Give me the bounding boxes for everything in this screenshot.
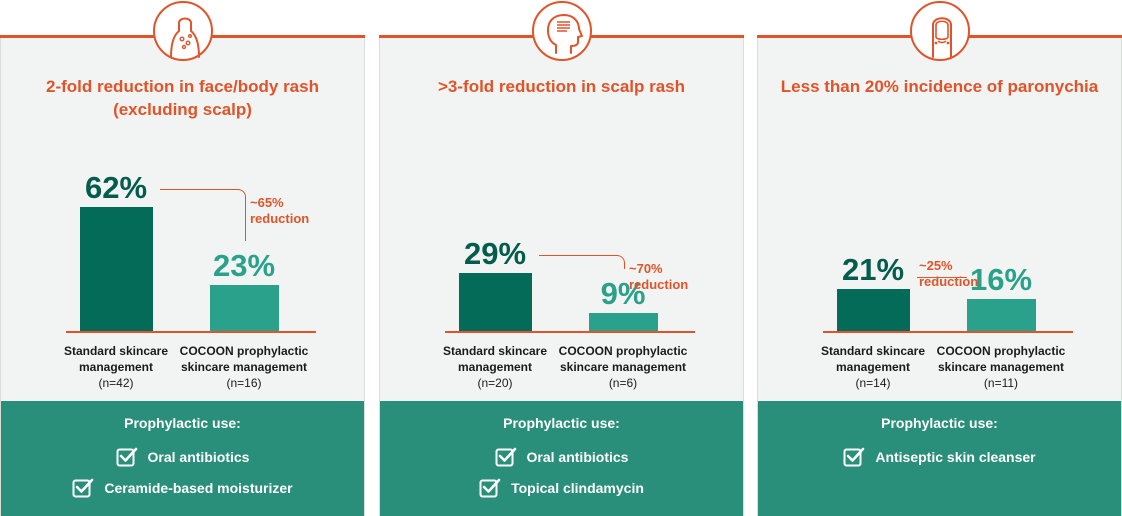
- bar-baseline: [66, 331, 316, 333]
- heading-line-1: Less than 20% incidence of paronychia: [780, 77, 1099, 96]
- checkbox-check-icon: [479, 478, 501, 498]
- category-label-cocoon: COCOON prophylactic skincare management …: [169, 343, 319, 391]
- category-label-cocoon: COCOON prophylactic skincare management …: [926, 343, 1076, 391]
- category-line: management: [835, 360, 911, 374]
- category-label-cocoon: COCOON prophylactic skincare management …: [548, 343, 698, 391]
- category-label-standard: Standard skincare management (n=20): [420, 343, 570, 391]
- prophylactic-item-label: Oral antibiotics: [147, 449, 250, 465]
- reduction-note: ~70% reduction: [629, 261, 688, 293]
- prophylactic-footer: Prophylactic use: Oral antibiotics Topic…: [380, 401, 743, 516]
- reduction-note: ~65% reduction: [250, 195, 309, 227]
- reduction-line-1: ~70%: [629, 261, 663, 276]
- prophylactic-item-label: Ceramide-based moisturizer: [104, 480, 293, 496]
- reduction-line-2: reduction: [250, 211, 310, 226]
- panel-scalp-rash: >3-fold reduction in scalp rash 29% 9% ~…: [379, 1, 744, 516]
- prophylactic-title: Prophylactic use:: [881, 415, 998, 431]
- category-line: skincare management: [559, 360, 687, 374]
- category-line: management: [457, 360, 533, 374]
- bar-cocoon: [209, 285, 279, 331]
- prophylactic-item: Oral antibiotics: [380, 445, 743, 469]
- fingernail-icon: [909, 1, 970, 61]
- checkbox-check-icon: [843, 447, 865, 467]
- value-label-cocoon: 9%: [600, 276, 646, 311]
- checkbox-check-icon: [495, 447, 516, 467]
- prophylactic-item-label: Oral antibiotics: [526, 449, 629, 465]
- prophylactic-item: Ceramide-based moisturizer: [1, 476, 364, 500]
- head-scalp-icon: [531, 1, 592, 61]
- prophylactic-footer: Prophylactic use: Oral antibiotics Ceram…: [1, 401, 364, 516]
- panel-heading: Less than 20% incidence of paronychia: [758, 75, 1121, 98]
- bar-baseline: [823, 331, 1073, 333]
- checkbox-check-icon: [116, 447, 137, 467]
- reduction-connector: [539, 255, 625, 269]
- value-label-cocoon: 16%: [969, 262, 1033, 297]
- reduction-line-2: reduction: [629, 277, 689, 292]
- prophylactic-item-label: Antiseptic skin cleanser: [875, 449, 1036, 465]
- reduction-line-1: ~25% reduction: [919, 258, 979, 289]
- prophylactic-title: Prophylactic use:: [503, 415, 620, 431]
- checkbox-check-icon: [72, 478, 94, 498]
- sample-size: (n=20): [477, 376, 513, 390]
- reduction-line-1: ~65%: [250, 195, 284, 210]
- bar-standard: [79, 207, 153, 331]
- prophylactic-item: Oral antibiotics: [1, 445, 364, 469]
- category-line: Standard skincare: [63, 344, 169, 358]
- category-line: Standard skincare: [442, 344, 548, 358]
- category-line: skincare management: [180, 360, 308, 374]
- panel-face-body-rash: 2-fold reduction in face/body rash (excl…: [0, 1, 365, 516]
- prophylactic-title: Prophylactic use:: [124, 415, 241, 431]
- category-line: Standard skincare: [820, 344, 926, 358]
- category-label-standard: Standard skincare management (n=42): [41, 343, 191, 391]
- category-line: management: [78, 360, 154, 374]
- category-line: COCOON prophylactic: [558, 344, 688, 358]
- sample-size: (n=14): [855, 376, 891, 390]
- reduction-connector: [160, 189, 246, 241]
- heading-line-1: 2-fold reduction in face/body rash: [46, 77, 319, 96]
- bar-cocoon: [588, 313, 658, 331]
- value-label-standard: 62%: [84, 170, 148, 205]
- panel-paronychia: Less than 20% incidence of paronychia 21…: [757, 1, 1122, 516]
- value-label-standard: 29%: [463, 236, 527, 271]
- prophylactic-footer: Prophylactic use: Antiseptic skin cleans…: [758, 401, 1121, 516]
- value-label-standard: 21%: [841, 252, 905, 287]
- prophylactic-item: Topical clindamycin: [380, 476, 743, 500]
- sample-size: (n=11): [983, 376, 1019, 390]
- sample-size: (n=6): [608, 376, 638, 390]
- heading-line-2: (excluding scalp): [113, 100, 252, 119]
- category-line: skincare management: [937, 360, 1065, 374]
- panel-heading: >3-fold reduction in scalp rash: [380, 75, 743, 98]
- torso-rash-icon: [152, 1, 213, 61]
- reduction-connector: [917, 277, 967, 278]
- prophylactic-item-label: Topical clindamycin: [511, 480, 644, 496]
- sample-size: (n=42): [98, 376, 134, 390]
- category-label-standard: Standard skincare management (n=14): [798, 343, 948, 391]
- reduction-note: ~25% reduction: [919, 258, 978, 290]
- bar-standard: [836, 289, 910, 331]
- bar-baseline: [445, 331, 695, 333]
- prophylactic-item: Antiseptic skin cleanser: [758, 445, 1121, 469]
- bar-standard: [458, 273, 532, 331]
- sample-size: (n=16): [226, 376, 262, 390]
- panel-heading: 2-fold reduction in face/body rash (excl…: [1, 75, 364, 121]
- category-line: COCOON prophylactic: [179, 344, 309, 358]
- category-line: COCOON prophylactic: [936, 344, 1066, 358]
- heading-line-1: >3-fold reduction in scalp rash: [437, 77, 686, 96]
- bar-cocoon: [966, 299, 1036, 331]
- value-label-cocoon: 23%: [212, 248, 276, 283]
